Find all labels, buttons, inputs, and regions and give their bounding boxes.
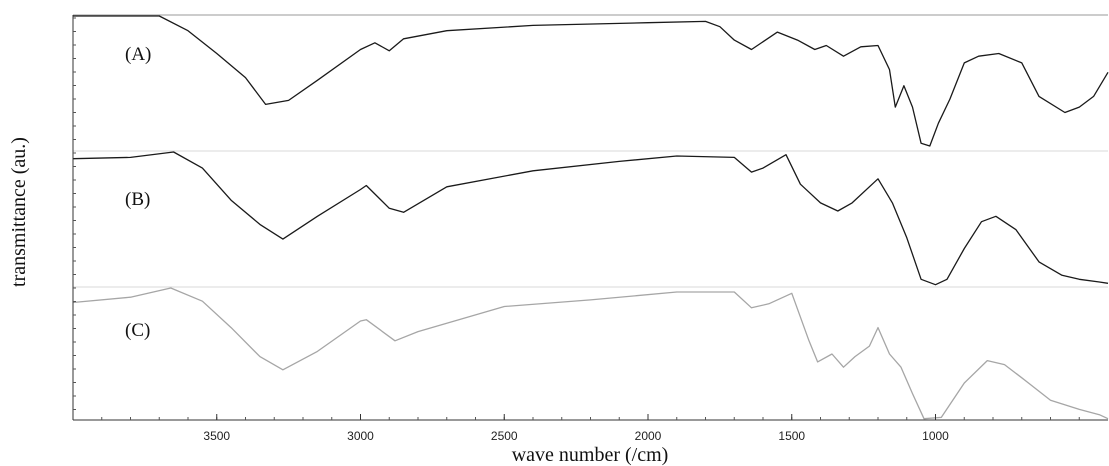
x-tick-label: 1500	[778, 429, 805, 443]
panel-label-a: (A)	[125, 44, 151, 65]
panel-label-c: (C)	[125, 320, 150, 341]
x-tick-label: 2500	[491, 429, 518, 443]
x-tick-label: 2000	[635, 429, 662, 443]
series-line-c	[72, 287, 1109, 420]
y-axis-title: transmittance (au.)	[8, 137, 30, 287]
plot-area	[73, 15, 1108, 420]
series-lines	[72, 15, 1109, 420]
x-tick-label: 3500	[203, 429, 230, 443]
panel-label-b: (B)	[125, 189, 150, 210]
series-line-a	[73, 15, 1109, 147]
panel-labels: (A) (B) (C)	[125, 44, 151, 341]
panels	[73, 14, 1108, 420]
x-axis-title: wave number (/cm)	[512, 444, 669, 466]
x-axis: 3500 3000 2500 2000 1500 1000	[73, 414, 1108, 443]
y-axis	[72, 15, 76, 420]
x-tick-label: 1000	[922, 429, 949, 443]
x-tick-label: 3000	[347, 429, 374, 443]
series-line-b	[72, 151, 1109, 286]
